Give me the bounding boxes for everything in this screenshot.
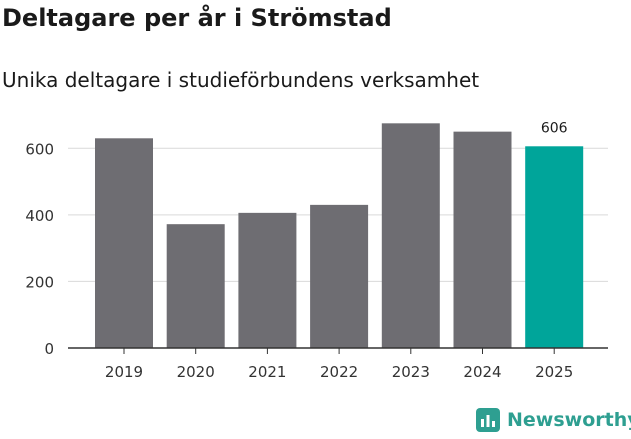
bars xyxy=(95,123,584,348)
x-tick-label: 2023 xyxy=(392,363,430,381)
x-axis-ticks: 2019 2020 2021 2022 2023 2024 2025 xyxy=(105,348,573,381)
x-tick-label: 2021 xyxy=(248,363,286,381)
bar-2023 xyxy=(381,123,440,348)
x-tick-label: 2024 xyxy=(463,363,501,381)
bar-2024 xyxy=(453,131,512,348)
bar-2021 xyxy=(238,212,297,348)
y-tick-label: 0 xyxy=(44,340,54,358)
y-tick-label: 400 xyxy=(25,207,54,225)
data-labels: 606 xyxy=(541,120,568,136)
bar-2019 xyxy=(95,138,153,348)
y-tick-label: 600 xyxy=(25,140,54,158)
newsworthy-logo-icon xyxy=(476,408,500,432)
y-axis-ticks: 0 200 400 600 xyxy=(25,140,54,358)
chart-subtitle: Unika deltagare i studieförbundens verks… xyxy=(2,68,480,92)
bar-2022 xyxy=(310,204,369,348)
bar-2025 xyxy=(525,146,584,348)
y-tick-label: 200 xyxy=(25,273,54,291)
x-tick-label: 2022 xyxy=(320,363,358,381)
x-tick-label: 2019 xyxy=(105,363,143,381)
chart-title: Deltagare per år i Strömstad xyxy=(2,4,392,32)
newsworthy-logo-text: Newsworthy xyxy=(507,409,631,431)
newsworthy-logo: Newsworthy xyxy=(476,408,631,432)
x-tick-label: 2025 xyxy=(535,363,573,381)
data-label: 606 xyxy=(541,120,568,136)
bar-2020 xyxy=(166,224,225,348)
x-tick-label: 2020 xyxy=(177,363,215,381)
